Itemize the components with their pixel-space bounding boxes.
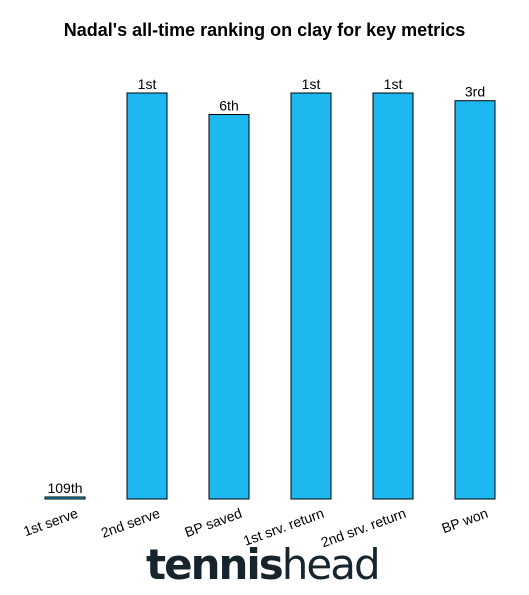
bar-rank-label: 6th — [219, 98, 238, 114]
logo-part-head: head — [281, 540, 381, 589]
bar-rank-label: 3rd — [465, 84, 485, 100]
bar-bp-won — [454, 100, 496, 500]
tennishead-logo: tennishead — [146, 544, 381, 586]
x-tick-label: BP won — [439, 505, 490, 536]
bar-1st-serve — [44, 496, 86, 500]
chart-title: Nadal's all-time ranking on clay for key… — [63, 20, 466, 40]
bar-2nd-serve — [126, 92, 168, 500]
bar-rank-label: 1st — [302, 76, 321, 92]
x-tick-label: 1st serve — [21, 505, 80, 540]
bar-2nd-srv-return — [372, 92, 414, 500]
x-tick-label: 2nd serve — [99, 505, 162, 541]
bar-rank-label: 1st — [138, 76, 157, 92]
bar-1st-srv-return — [290, 92, 332, 500]
bar-rank-label: 1st — [384, 76, 403, 92]
x-tick-label: BP saved — [182, 505, 244, 540]
logo-part-tennis: tennis — [146, 540, 284, 589]
bar-rank-label: 109th — [47, 480, 82, 496]
bar-bp-saved — [208, 114, 250, 500]
